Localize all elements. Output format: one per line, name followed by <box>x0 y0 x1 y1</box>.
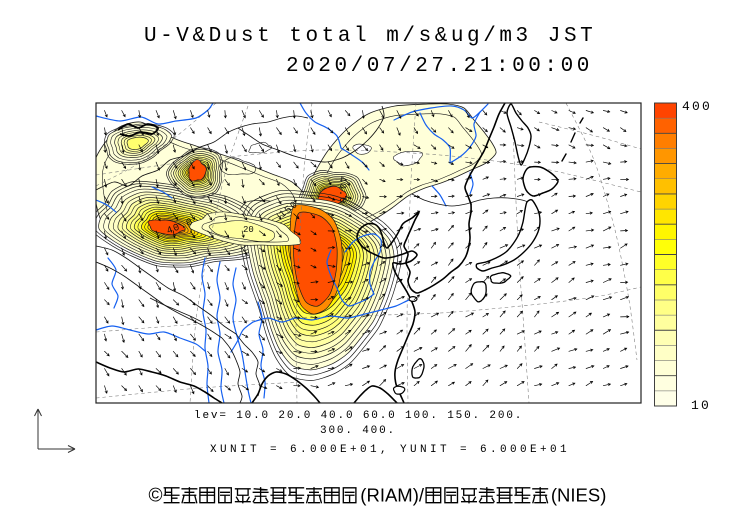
svg-text:300. 400.: 300. 400. <box>320 425 396 437</box>
svg-text:(RIAM)/: (RIAM)/ <box>360 485 425 506</box>
svg-text:10: 10 <box>691 398 711 413</box>
svg-text:(NIES): (NIES) <box>551 485 607 506</box>
svg-text:40.0: 40.0 <box>336 176 347 204</box>
svg-text:U-V&Dust total m/s&ug/m3 JST: U-V&Dust total m/s&ug/m3 JST <box>144 25 596 48</box>
svg-text:lev= 10.0 20.0 40.0 60.0 100.: lev= 10.0 20.0 40.0 60.0 100. 150. 200. <box>194 410 523 422</box>
svg-text:20: 20 <box>243 225 254 235</box>
svg-text:2020/07/27.21:00:00: 2020/07/27.21:00:00 <box>286 55 593 78</box>
svg-text:XUNIT = 6.000E+01, YUNIT = 6.0: XUNIT = 6.000E+01, YUNIT = 6.000E+01 <box>210 444 570 456</box>
svg-text:©: © <box>149 486 163 507</box>
svg-text:400: 400 <box>682 99 712 114</box>
